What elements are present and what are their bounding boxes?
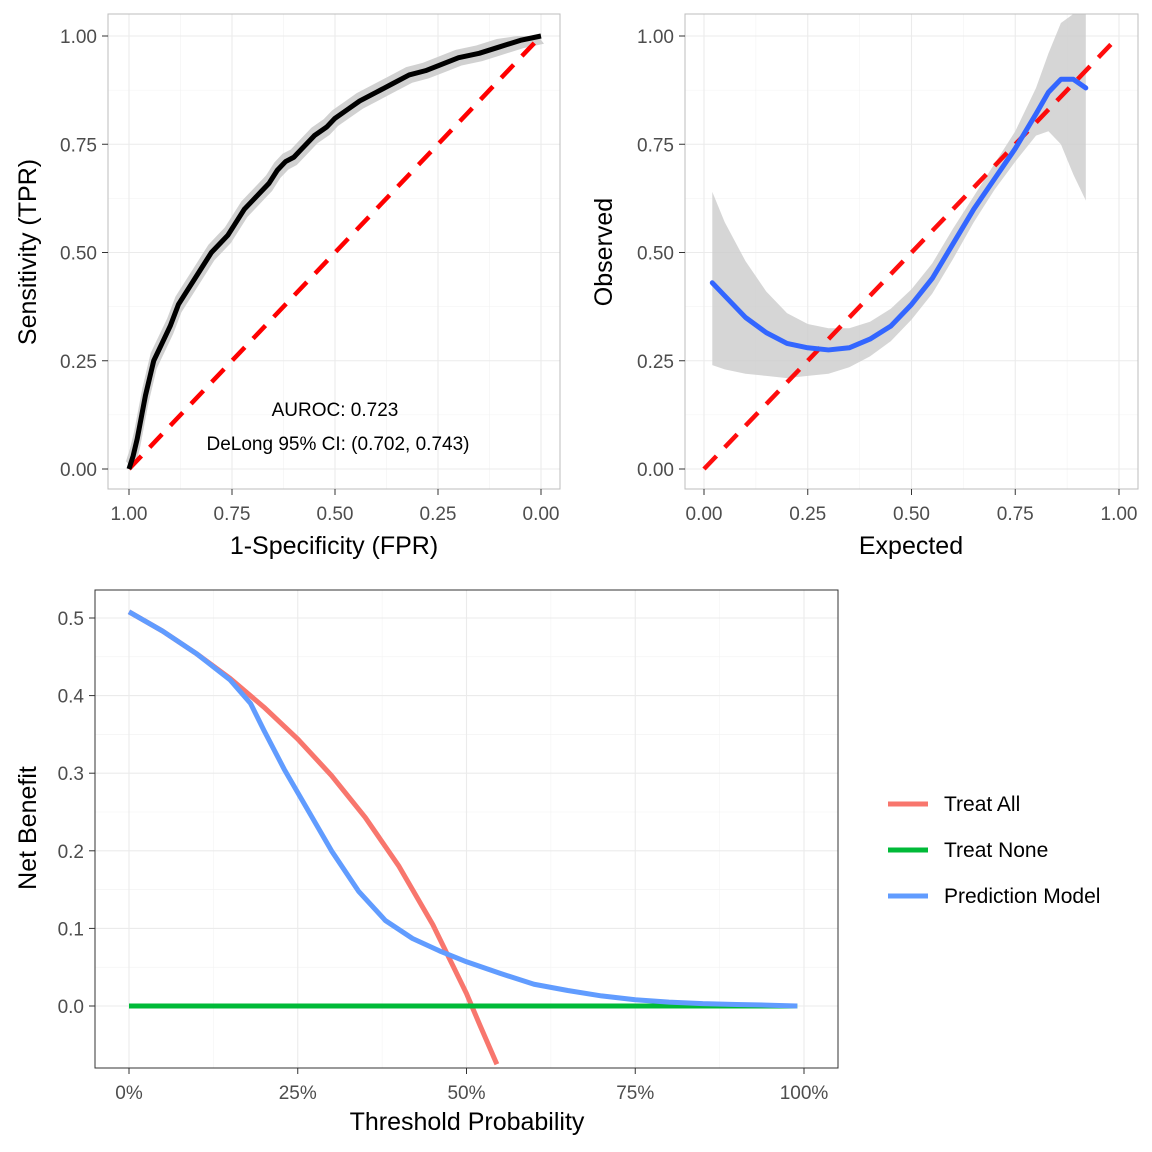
decision-curve-ticks: 0% 25% 50% 75% 100% 0.0 0.1 0.2 0.3 0.4 0.5 <box>58 609 829 1104</box>
roc-y-tick-label: 0.00 <box>60 460 97 481</box>
decision-curve-y-tick-label: 0.0 <box>58 997 84 1018</box>
decision-curve-y-tick-label: 0.4 <box>58 687 85 708</box>
decision-curve-x-tick-label: 75% <box>616 1083 654 1104</box>
calibration-x-tick-label: 0.50 <box>893 504 930 525</box>
calibration-y-tick-label: 0.50 <box>637 244 674 265</box>
roc-reference-line <box>127 34 543 471</box>
roc-x-tick-label: 0.00 <box>523 504 560 525</box>
roc-x-tick-label: 0.50 <box>317 504 354 525</box>
decision-curve-x-tick-label: 100% <box>780 1083 829 1104</box>
roc-x-tick-label: 0.75 <box>214 504 251 525</box>
decision-curve-y-axis-title: Net Benefit <box>14 766 42 890</box>
calibration-diagonal <box>702 34 1121 471</box>
calibration-y-tick-label: 0.00 <box>637 460 674 481</box>
decision-curve-treat-all-line <box>127 609 500 1066</box>
roc-x-tick-label: 0.25 <box>420 504 457 525</box>
roc-curve <box>126 33 542 470</box>
calibration-y-tick-label: 1.00 <box>637 27 674 48</box>
roc-y-tick-label: 0.75 <box>60 135 97 156</box>
decision-curve-y-tick-label: 0.5 <box>58 609 84 630</box>
decision-curve-panel: 0% 25% 50% 75% 100% 0.0 0.1 0.2 0.3 0.4 0.5 Thresh… <box>14 589 839 1136</box>
decision-curve-y-tick-label: 0.1 <box>58 919 84 940</box>
calibration-confidence-band <box>712 14 1086 379</box>
decision-curve-x-axis-title: Threshold Probability <box>350 1108 585 1136</box>
calibration-curve <box>709 76 1089 353</box>
roc-panel-border <box>107 13 561 490</box>
calibration-y-axis-title: Observed <box>590 198 618 306</box>
calibration-reference-line <box>702 34 1121 471</box>
legend-label-prediction-model: Prediction Model <box>944 885 1100 908</box>
decision-curve-lines <box>127 609 798 1066</box>
roc-diagonal <box>127 34 543 471</box>
delong-ci-annotation: DeLong 95% CI: (0.702, 0.743) <box>206 434 469 455</box>
roc-x-axis-title: 1-Specificity (FPR) <box>230 532 438 560</box>
calibration-panel: 0.00 0.25 0.50 0.75 1.00 0.00 0.25 0.50 0.75 1.00… <box>590 13 1139 560</box>
calibration-ticks: 0.00 0.25 0.50 0.75 1.00 0.00 0.25 0.50 0.75 1.00 <box>637 27 1137 525</box>
roc-y-tick-label: 1.00 <box>60 27 97 48</box>
roc-y-tick-label: 0.25 <box>60 352 97 373</box>
roc-y-tick-label: 0.50 <box>60 244 97 265</box>
decision-curve-x-tick-label: 0% <box>115 1083 143 1104</box>
legend-label-treat-all: Treat All <box>944 793 1020 816</box>
legend-label-treat-none: Treat None <box>944 839 1048 862</box>
calibration-ci-band <box>712 14 1086 379</box>
roc-line <box>126 33 542 470</box>
roc-x-tick-label: 1.00 <box>111 504 148 525</box>
decision-curve-y-tick-label: 0.2 <box>58 842 84 863</box>
decision-curve-y-tick-label: 0.3 <box>58 764 84 785</box>
calibration-x-tick-label: 0.75 <box>997 504 1034 525</box>
legend: Treat All Treat None Prediction Model <box>888 793 1100 908</box>
roc-y-axis-title: Sensitivity (TPR) <box>14 159 42 345</box>
calibration-x-tick-label: 0.25 <box>789 504 826 525</box>
calibration-line <box>709 76 1089 353</box>
calibration-x-axis-title: Expected <box>859 532 963 560</box>
decision-curve-x-tick-label: 25% <box>279 1083 317 1104</box>
calibration-x-tick-label: 0.00 <box>686 504 723 525</box>
decision-curve-prediction-model-line <box>127 609 798 1009</box>
roc-panel: 1.00 0.75 0.50 0.25 0.000.000.250.500.751.00… <box>14 13 561 560</box>
decision-curve-x-tick-label: 50% <box>447 1083 485 1104</box>
calibration-y-tick-label: 0.75 <box>637 135 674 156</box>
calibration-y-tick-label: 0.25 <box>637 352 674 373</box>
calibration-x-tick-label: 1.00 <box>1101 504 1138 525</box>
auroc-annotation: AUROC: 0.723 <box>272 400 399 421</box>
roc-ticks: 1.00 0.75 0.50 0.25 0.00 0.00 0.25 0.50 0.75 1.00 <box>60 27 559 525</box>
